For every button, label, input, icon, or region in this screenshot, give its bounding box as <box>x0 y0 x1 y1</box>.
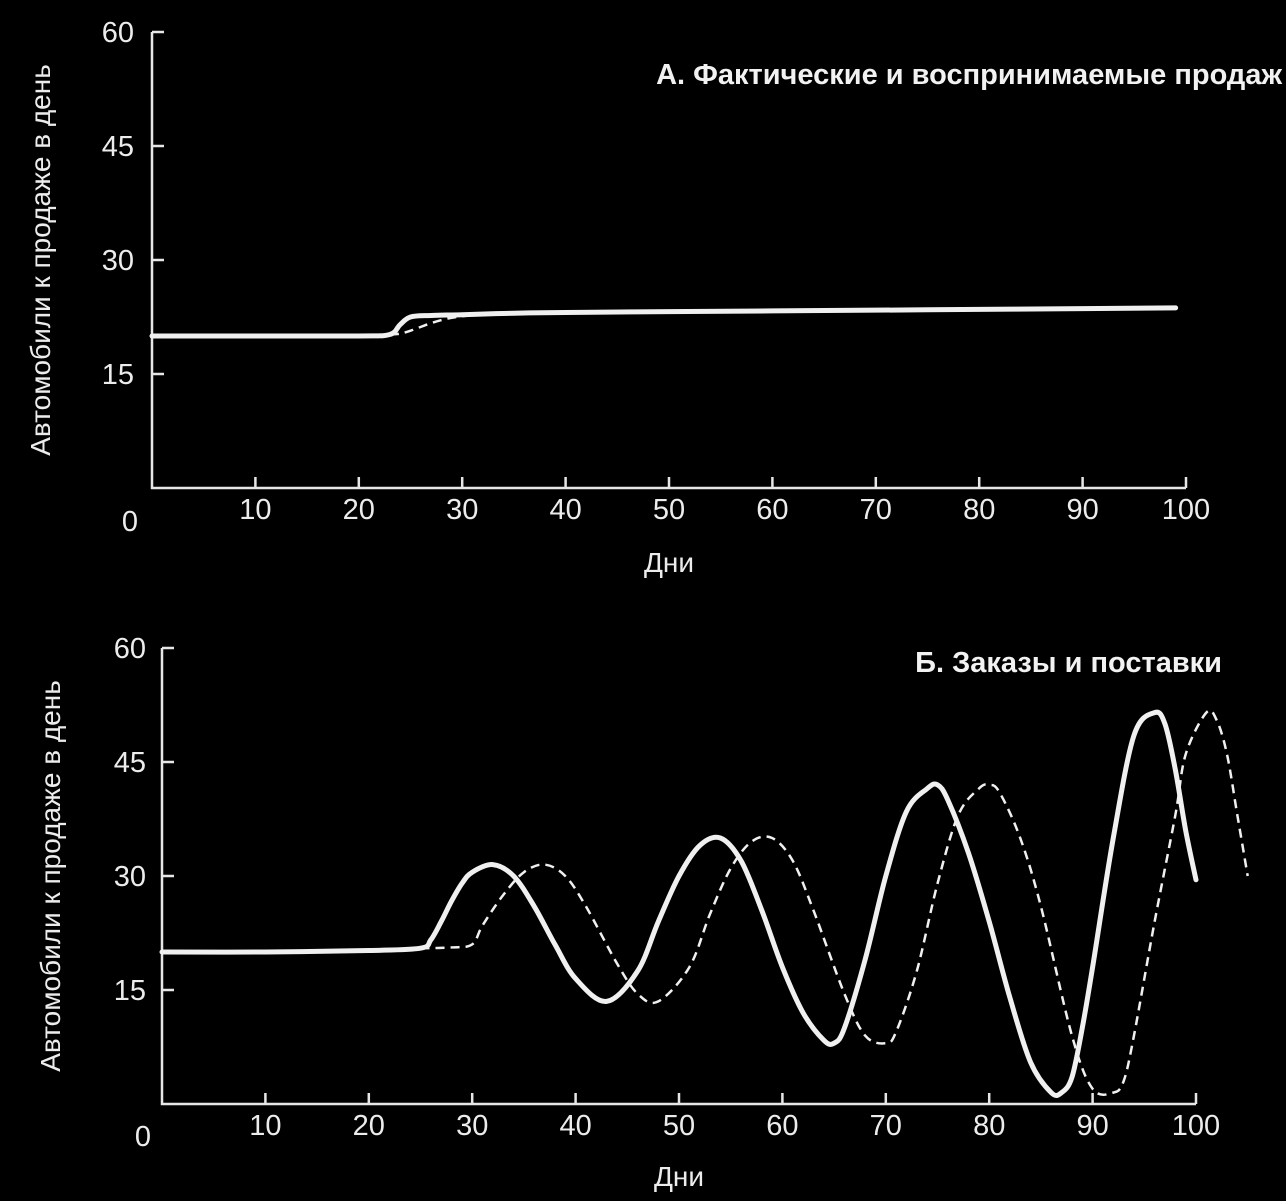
x-tick-label: 100 <box>1162 494 1210 526</box>
axes-a <box>150 32 1186 490</box>
series-line-solid <box>159 709 1199 1098</box>
x-tick-label: 30 <box>456 1110 488 1142</box>
y-tick-label: 60 <box>102 17 134 49</box>
x-tick-label: 80 <box>963 494 995 526</box>
chart-panel-b: 0 10 20 30 40 50 60 70 80 90 100 15 30 45 60 Дни Автомоб… <box>35 633 1249 1192</box>
chart-title: Б. Заказы и поставки <box>915 647 1222 679</box>
x-tick-label: 40 <box>549 494 581 526</box>
y-tick-label: 30 <box>114 861 146 893</box>
y-tick-label: 30 <box>102 245 134 277</box>
x-tick-label: 10 <box>239 494 271 526</box>
x-tick-label: 0 <box>135 1121 151 1153</box>
series-line-dashed <box>389 311 504 336</box>
y-tick-label: 15 <box>102 359 134 391</box>
x-tick-label: 20 <box>343 494 375 526</box>
x-tick-label: 70 <box>860 494 892 526</box>
y-axis-title: Автомобили к продаже в день <box>35 680 66 1072</box>
series-line-dashed <box>420 709 1249 1096</box>
x-tick-label: 50 <box>653 494 685 526</box>
x-axis-title: Дни <box>654 1161 704 1192</box>
y-tick-label: 45 <box>102 131 134 163</box>
x-tick-label: 70 <box>870 1110 902 1142</box>
y-tick-label: 45 <box>114 747 146 779</box>
x-tick-label: 20 <box>353 1110 385 1142</box>
x-tick-label: 80 <box>973 1110 1005 1142</box>
x-tick-label: 90 <box>1076 1110 1108 1142</box>
x-tick-label: 50 <box>663 1110 695 1142</box>
x-tick-label: 30 <box>446 494 478 526</box>
x-tick-label: 90 <box>1066 494 1098 526</box>
x-axis-title: Дни <box>644 547 694 578</box>
chart-title: А. Фактические и воспринимаемые продаж <box>656 59 1282 91</box>
x-tick-label: 10 <box>249 1110 281 1142</box>
x-tick-label: 40 <box>559 1110 591 1142</box>
x-tick-label: 100 <box>1172 1110 1220 1142</box>
x-tick-label: 0 <box>122 506 138 538</box>
y-tick-label: 15 <box>114 975 146 1007</box>
x-tick-label: 60 <box>766 1110 798 1142</box>
chart-panel-a: 0 10 20 30 40 50 60 70 80 90 100 15 30 45 60 Дни Автомоб… <box>25 17 1282 578</box>
axes-b <box>160 648 1196 1106</box>
y-tick-label: 60 <box>114 633 146 665</box>
series-line-solid <box>149 305 1179 339</box>
x-tick-label: 60 <box>756 494 788 526</box>
y-axis-title: Автомобили к продаже в день <box>25 64 56 456</box>
